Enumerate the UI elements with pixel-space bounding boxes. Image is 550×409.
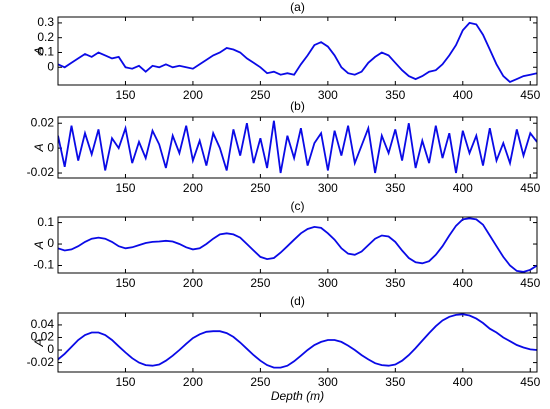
plot-area (58, 21, 537, 84)
x-tick-label: 400 (453, 181, 473, 195)
x-tick-label: 200 (183, 375, 203, 389)
panel-title: (a) (290, 0, 305, 14)
x-tick-label: 450 (520, 88, 540, 102)
panel-title: (d) (290, 294, 305, 308)
y-tick-label: 0 (47, 140, 54, 154)
x-tick-label: 250 (250, 276, 270, 290)
x-tick-label: 400 (453, 88, 473, 102)
y-axis-label: A (32, 47, 46, 56)
y-tick-label: 0.02 (31, 115, 55, 129)
x-tick-label: 200 (183, 276, 203, 290)
x-tick-label: 150 (115, 375, 135, 389)
axes-frame (57, 116, 538, 179)
x-tick-label: 150 (115, 181, 135, 195)
x-tick-label: 250 (250, 375, 270, 389)
x-tick-label: 250 (250, 88, 270, 102)
y-tick-label: -0.02 (27, 165, 55, 179)
x-tick-label: 300 (318, 181, 338, 195)
x-tick-label: 300 (318, 88, 338, 102)
data-line (58, 21, 537, 84)
y-tick-label: 0.04 (31, 317, 55, 331)
y-tick-label: 0 (47, 342, 54, 356)
y-tick-label: 0 (47, 59, 54, 73)
data-line (58, 313, 537, 369)
x-tick-label: 200 (183, 88, 203, 102)
data-line (58, 120, 537, 174)
x-tick-label: 250 (250, 181, 270, 195)
x-tick-label: 400 (453, 375, 473, 389)
x-tick-label: 350 (385, 88, 405, 102)
y-tick-label: -0.02 (27, 355, 55, 369)
plot-area (58, 120, 537, 174)
x-tick-label: 350 (385, 375, 405, 389)
y-tick-label: -0.1 (33, 258, 54, 272)
x-tick-label: 350 (385, 181, 405, 195)
y-axis-label: A (32, 241, 46, 250)
plot-area (58, 217, 537, 273)
plot-area (58, 313, 537, 369)
panel-title: (c) (291, 199, 305, 213)
axes-frame (57, 312, 538, 373)
x-tick-label: 450 (520, 375, 540, 389)
data-line (58, 217, 537, 273)
x-tick-label: 150 (115, 88, 135, 102)
x-tick-label: 300 (318, 375, 338, 389)
y-tick-label: 0.3 (37, 15, 54, 29)
x-tick-label: 450 (520, 181, 540, 195)
x-tick-label: 350 (385, 276, 405, 290)
x-tick-label: 150 (115, 276, 135, 290)
x-axis-label: Depth (m) (271, 389, 324, 403)
panel-title: (b) (290, 99, 305, 113)
y-axis-label: A (32, 143, 46, 152)
y-tick-label: 0.2 (37, 30, 54, 44)
y-tick-label: 0.02 (31, 330, 55, 344)
axes-frame (57, 16, 538, 86)
x-tick-label: 300 (318, 276, 338, 290)
x-tick-label: 200 (183, 181, 203, 195)
x-tick-label: 450 (520, 276, 540, 290)
y-tick-label: 0.1 (37, 215, 54, 229)
y-tick-label: 0 (47, 236, 54, 250)
x-tick-label: 400 (453, 276, 473, 290)
y-tick-label: 0.1 (37, 45, 54, 59)
y-axis-label: A (32, 338, 46, 347)
axes-frame (57, 216, 538, 274)
